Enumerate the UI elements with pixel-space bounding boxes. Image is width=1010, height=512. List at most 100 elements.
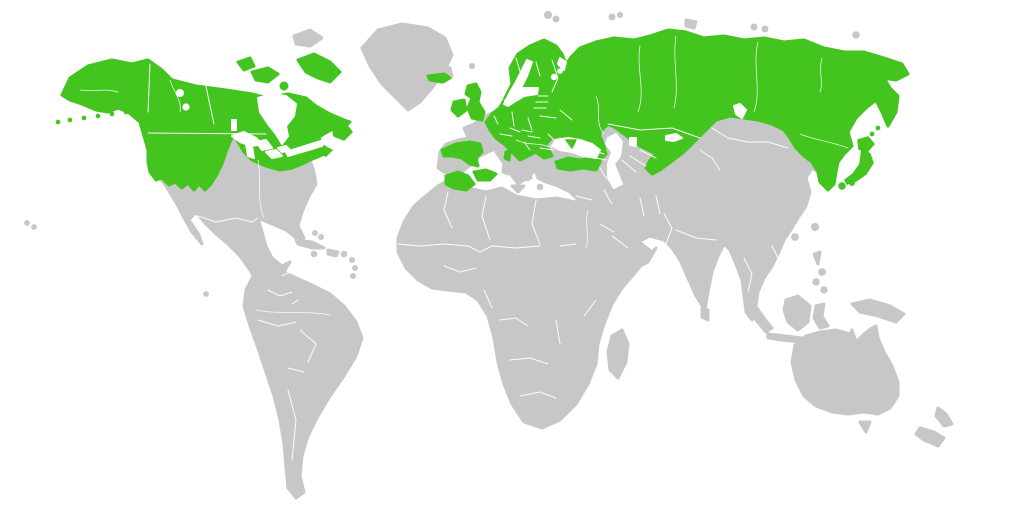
lake-michigan bbox=[245, 143, 255, 159]
severnaya-zemlya bbox=[684, 18, 698, 30]
border-morocco-algeria bbox=[443, 191, 453, 229]
puerto-rico bbox=[340, 250, 348, 258]
lake-winnipeg bbox=[231, 119, 237, 131]
border-ethiopia bbox=[559, 243, 577, 247]
range-algeria-atlas bbox=[472, 168, 498, 182]
border-alaska-yukon bbox=[147, 63, 151, 113]
border-us-canada bbox=[147, 132, 267, 135]
range-aleutian-island bbox=[55, 119, 61, 125]
antilles-island bbox=[352, 265, 358, 271]
great-bear-lake bbox=[176, 89, 184, 97]
landmass-sardinia bbox=[501, 158, 511, 176]
landmass-madagascar bbox=[606, 328, 630, 380]
landmass-sulawesi bbox=[812, 302, 830, 330]
border-germany-poland bbox=[511, 111, 515, 127]
lake-baikal bbox=[733, 103, 747, 119]
river-nile bbox=[585, 209, 589, 249]
landmass-hispaniola bbox=[326, 248, 340, 258]
range-corsica bbox=[503, 149, 512, 162]
cyprus bbox=[562, 181, 570, 189]
border-iran-afghanistan bbox=[603, 189, 661, 217]
landmass-tasmania bbox=[858, 420, 872, 434]
range-northern-turkey bbox=[554, 156, 602, 172]
border-south-africa bbox=[519, 391, 557, 399]
border-bc-alberta bbox=[201, 65, 215, 125]
lake-balkhash bbox=[665, 133, 683, 142]
landmass-sri-lanka bbox=[700, 306, 710, 322]
border-poland-ukraine bbox=[527, 117, 533, 131]
range-morocco-atlas bbox=[444, 170, 476, 192]
range-united-kingdom bbox=[464, 82, 486, 122]
border-us-mexico bbox=[197, 215, 259, 223]
river-mississippi bbox=[257, 159, 265, 219]
landmass-philippines bbox=[812, 250, 822, 266]
border-hungary-romania bbox=[527, 133, 555, 141]
border-sweden-finland bbox=[535, 61, 541, 77]
rivers bbox=[79, 35, 849, 316]
river-yenisei bbox=[673, 35, 677, 109]
landmass-ellesmere bbox=[292, 28, 324, 48]
landmass-nz-north bbox=[934, 406, 954, 428]
border-colombia-venezuela bbox=[267, 289, 293, 297]
franz-josef bbox=[608, 13, 616, 21]
border-baltics bbox=[533, 95, 549, 109]
wrangel-island bbox=[852, 31, 860, 39]
svalbard bbox=[552, 15, 560, 23]
taiwan bbox=[810, 222, 820, 232]
range-banks-island bbox=[236, 56, 256, 72]
hainan bbox=[791, 233, 799, 241]
landmass-africa bbox=[396, 178, 646, 430]
lake-erie bbox=[265, 149, 283, 159]
bahamas bbox=[318, 234, 324, 240]
border-vietnam-laos bbox=[771, 245, 781, 263]
border-nigeria bbox=[443, 265, 477, 273]
border-romania-bulgaria bbox=[523, 141, 555, 151]
white-sea bbox=[557, 57, 567, 71]
landmass-nz-south bbox=[914, 426, 946, 448]
border-tanzania bbox=[555, 299, 597, 345]
range-aleutian-island bbox=[95, 113, 101, 119]
border-india-pakistan bbox=[663, 213, 673, 245]
border-saudi bbox=[599, 223, 629, 249]
border-mongolia-china bbox=[711, 127, 789, 149]
landmass-sumatra bbox=[742, 290, 774, 334]
range-nova-scotia bbox=[317, 147, 333, 157]
hudson-bay bbox=[257, 93, 297, 145]
philippine-island bbox=[812, 278, 820, 286]
range-kuril-island bbox=[869, 131, 875, 137]
border-belarus-ukraine bbox=[539, 109, 573, 121]
river-danube bbox=[515, 139, 553, 149]
border-chile-argentina bbox=[287, 389, 297, 461]
range-sakhalin bbox=[840, 101, 853, 139]
water-bodies bbox=[176, 57, 747, 245]
landmass-australia bbox=[790, 324, 900, 416]
landmass-cuba bbox=[294, 238, 326, 250]
range-shikoku bbox=[849, 180, 855, 186]
river-amazon bbox=[255, 309, 331, 316]
border-himalaya bbox=[675, 229, 717, 241]
landmass-borneo bbox=[782, 294, 812, 332]
range-newfoundland bbox=[331, 123, 353, 141]
range-iceland-south bbox=[426, 72, 452, 84]
border-alps bbox=[499, 133, 513, 137]
bahamas bbox=[312, 230, 318, 236]
st-lawrence-river bbox=[285, 139, 325, 157]
faroe bbox=[468, 62, 476, 70]
jamaica bbox=[310, 250, 318, 258]
lake-ladoga bbox=[550, 73, 558, 81]
border-congo bbox=[483, 289, 529, 327]
range-northern-spain bbox=[440, 140, 484, 168]
border-myanmar-thailand bbox=[743, 257, 753, 293]
border-peru-brazil bbox=[257, 319, 297, 327]
range-ireland bbox=[450, 98, 468, 118]
philippine-island bbox=[818, 268, 826, 276]
galapagos bbox=[203, 291, 209, 297]
range-victoria-island bbox=[250, 66, 280, 84]
range-aleutian-island bbox=[67, 117, 73, 123]
new-siberian-island bbox=[761, 25, 769, 33]
franz-josef bbox=[616, 11, 624, 19]
antilles-island bbox=[350, 273, 356, 279]
lake-onega bbox=[557, 68, 563, 74]
